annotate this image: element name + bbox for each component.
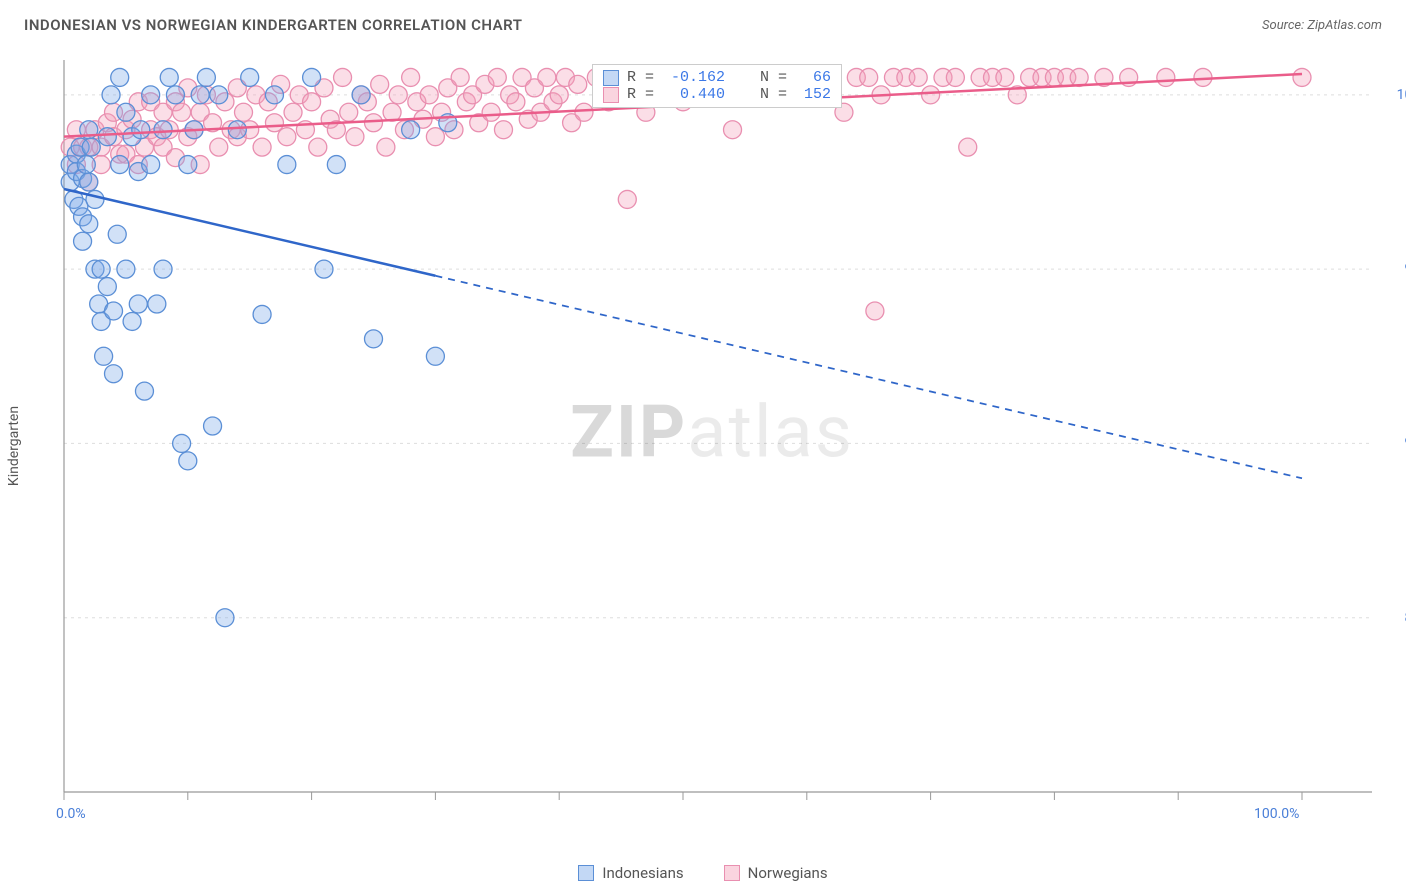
y-axis-label: Kindergarten: [6, 406, 22, 486]
legend-swatch-icon: [603, 87, 619, 103]
legend-label: Indonesians: [602, 864, 683, 882]
legend-swatch-icon: [603, 70, 619, 86]
legend-item-indonesians: Indonesians: [578, 864, 683, 882]
legend-stat-row: R = 0.440 N = 152: [603, 86, 831, 103]
chart-area: ZIPatlas R = -0.162 N = 66R = 0.440 N = …: [52, 52, 1372, 812]
source-label: Source: ZipAtlas.com: [1262, 18, 1382, 33]
legend-item-norwegians: Norwegians: [724, 864, 828, 882]
scatter-plot-svg: [52, 52, 1372, 812]
x-tick-label: 0.0%: [56, 806, 86, 822]
correlation-legend: R = -0.162 N = 66R = 0.440 N = 152: [592, 64, 842, 108]
chart-title: INDONESIAN VS NORWEGIAN KINDERGARTEN COR…: [24, 16, 522, 34]
legend-stat-row: R = -0.162 N = 66: [603, 69, 831, 86]
legend-label: Norwegians: [748, 864, 828, 882]
legend-swatch-icon: [724, 865, 740, 881]
series-legend: Indonesians Norwegians: [0, 864, 1406, 882]
legend-swatch-icon: [578, 865, 594, 881]
x-tick-label: 100.0%: [1254, 806, 1299, 822]
y-tick-label: 100.0%: [1397, 87, 1406, 103]
